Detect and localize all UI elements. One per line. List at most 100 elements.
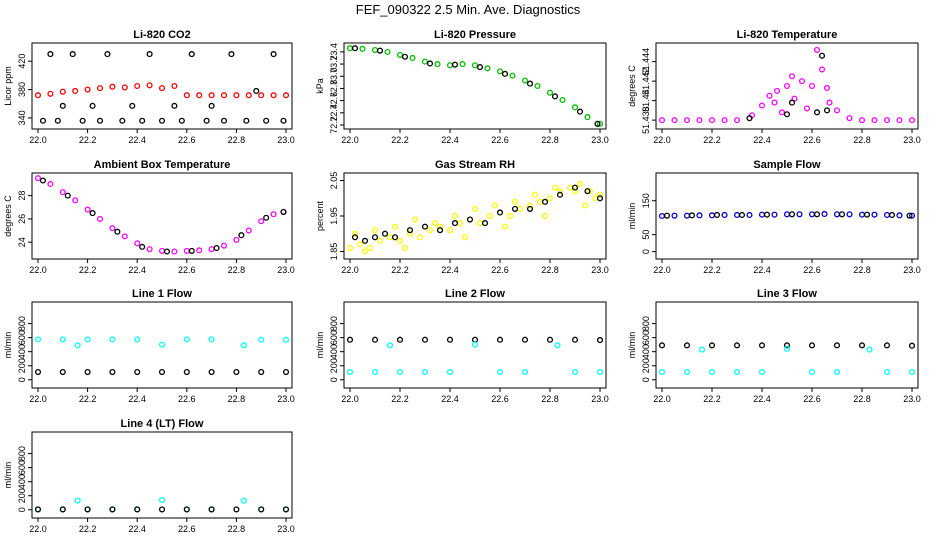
x-tick-label: 22.6 xyxy=(803,265,821,275)
series-green-sample xyxy=(346,45,604,127)
data-point xyxy=(511,205,519,212)
data-point xyxy=(516,205,524,212)
data-point xyxy=(456,220,464,227)
data-point xyxy=(813,109,821,116)
panel-title: Sample Flow xyxy=(753,159,821,171)
data-point xyxy=(79,117,86,124)
data-point xyxy=(391,223,399,230)
data-point xyxy=(733,117,741,124)
data-point xyxy=(134,240,141,247)
data-point xyxy=(183,369,190,376)
data-point xyxy=(282,369,290,376)
x-tick-label: 22.4 xyxy=(441,265,459,275)
panel-title: Line 3 Flow xyxy=(757,288,817,300)
series-black-low xyxy=(34,369,290,376)
data-point xyxy=(833,211,841,218)
data-point xyxy=(521,369,529,376)
y-tick-label: 51.438 xyxy=(641,106,651,134)
data-point xyxy=(84,506,91,513)
data-point xyxy=(134,82,141,90)
plot-frame xyxy=(343,172,607,260)
data-point xyxy=(446,336,454,343)
x-tick-label: 22.2 xyxy=(391,135,409,145)
data-point xyxy=(233,369,240,376)
data-point xyxy=(59,189,66,196)
data-point xyxy=(203,117,210,124)
data-point xyxy=(783,211,791,218)
data-point xyxy=(658,117,666,124)
series-red-sample xyxy=(34,82,290,99)
x-tick-label: 22.4 xyxy=(753,135,771,145)
series-cyan-sample xyxy=(34,496,290,513)
data-point xyxy=(871,117,878,124)
x-tick-label: 23.0 xyxy=(277,394,295,404)
data-point xyxy=(351,230,359,237)
data-point xyxy=(436,227,444,234)
data-point xyxy=(59,336,66,343)
data-point xyxy=(72,87,79,95)
x-tick-label: 23.0 xyxy=(903,135,921,145)
data-point xyxy=(596,191,604,198)
data-point xyxy=(158,341,166,348)
data-point xyxy=(546,195,554,202)
x-tick-label: 22.6 xyxy=(178,265,196,275)
data-point xyxy=(683,212,691,219)
x-tick-label: 22.0 xyxy=(653,135,671,145)
data-point xyxy=(746,211,753,219)
data-point xyxy=(280,208,287,215)
data-point xyxy=(531,191,539,198)
data-point xyxy=(683,342,691,349)
y-tick-label: 420 xyxy=(17,54,27,69)
data-point xyxy=(109,369,116,376)
data-point xyxy=(59,102,66,109)
y-tick-label: 400 xyxy=(17,344,27,359)
panel-title: Gas Stream RH xyxy=(435,159,515,171)
data-point xyxy=(746,115,753,122)
x-tick-label: 23.0 xyxy=(277,265,295,275)
data-point xyxy=(534,82,541,90)
data-point xyxy=(139,117,146,124)
y-tick-label: 0 xyxy=(17,507,27,512)
data-point xyxy=(183,247,190,254)
data-point xyxy=(74,497,81,504)
data-point xyxy=(823,84,831,91)
data-point xyxy=(471,336,479,343)
data-point xyxy=(409,54,416,62)
chart-panel-9: Line 3 Flow 22.0 22.2 22.4 22.6 22.8 23.0 0 2004… xyxy=(627,288,921,404)
data-point xyxy=(84,369,91,376)
data-point xyxy=(526,80,534,87)
y-tick-label: 800 xyxy=(641,316,651,331)
data-point xyxy=(196,92,203,99)
panel-title: Li-820 CO2 xyxy=(133,29,190,41)
data-point xyxy=(556,188,564,195)
data-point xyxy=(134,336,141,343)
data-point xyxy=(883,117,891,124)
x-tick-label: 22.6 xyxy=(178,394,196,404)
data-point xyxy=(713,211,721,219)
data-point xyxy=(47,51,54,58)
x-tick-label: 23.0 xyxy=(591,265,609,275)
x-tick-label: 22.4 xyxy=(441,394,459,404)
y-tick-label: 1.95 xyxy=(329,207,339,225)
data-point xyxy=(551,93,559,100)
y-axis-label: degrees C xyxy=(627,65,637,107)
data-point xyxy=(571,369,579,376)
data-point xyxy=(270,92,277,99)
data-point xyxy=(908,212,916,219)
data-point xyxy=(486,212,494,220)
data-point xyxy=(766,92,773,99)
x-tick-label: 22.0 xyxy=(29,524,47,534)
series-cyan-low xyxy=(658,345,916,376)
data-point xyxy=(663,212,671,219)
data-point xyxy=(476,220,484,227)
data-point xyxy=(461,234,469,241)
panel-title: Line 2 Flow xyxy=(445,288,505,300)
data-point xyxy=(808,342,816,349)
data-point xyxy=(596,195,604,202)
series-cyan-low xyxy=(346,341,604,376)
data-point xyxy=(698,346,706,353)
data-point xyxy=(863,211,871,218)
x-tick-label: 23.0 xyxy=(591,394,609,404)
data-point xyxy=(586,188,594,195)
data-point xyxy=(371,336,379,343)
